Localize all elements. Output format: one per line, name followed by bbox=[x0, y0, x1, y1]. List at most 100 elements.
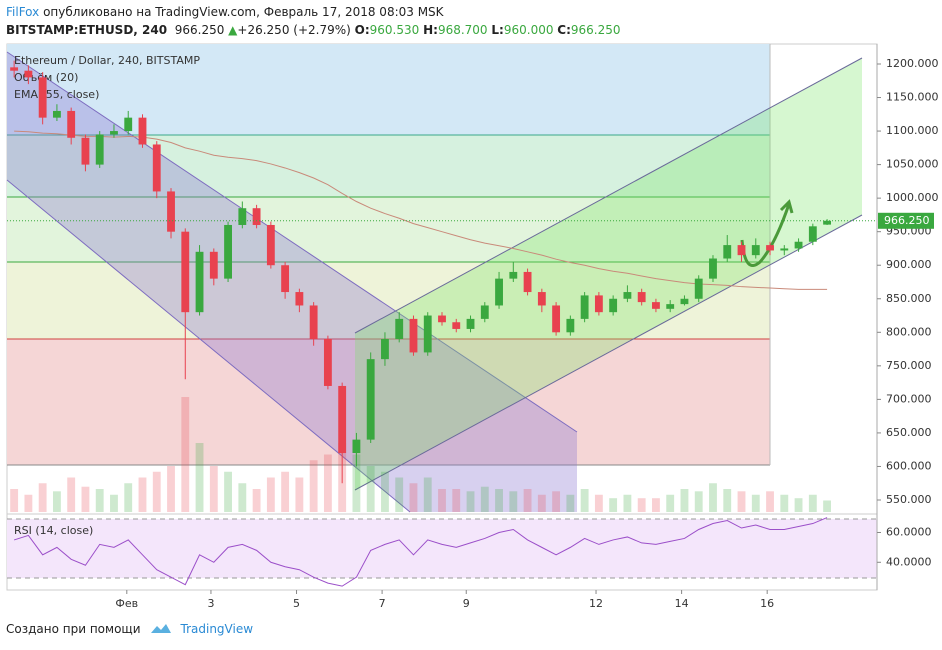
candle-body bbox=[124, 117, 133, 132]
x-tick-label: 7 bbox=[379, 597, 386, 610]
change: +26.250 (+2.79%) bbox=[237, 23, 351, 37]
volume-bar bbox=[295, 477, 304, 512]
y-tick-label: 900.000 bbox=[886, 258, 932, 271]
volume-bar bbox=[24, 494, 33, 512]
volume-bar bbox=[224, 471, 232, 512]
candle-body bbox=[209, 251, 218, 279]
volume-bar bbox=[680, 489, 689, 512]
candle-body bbox=[152, 144, 161, 192]
candle-body bbox=[10, 67, 19, 71]
volume-bar bbox=[466, 491, 475, 512]
candle-body bbox=[24, 70, 33, 78]
ohlc-label: L: bbox=[491, 23, 504, 37]
volume-bar bbox=[323, 454, 332, 512]
candle-body bbox=[794, 241, 803, 249]
candle-body bbox=[552, 305, 561, 333]
volume-bar bbox=[652, 498, 660, 512]
candle-body bbox=[580, 295, 589, 319]
candle-body bbox=[110, 131, 118, 135]
footer: Создано при помощи TradingView bbox=[6, 621, 253, 637]
candle-body bbox=[823, 220, 832, 225]
candle-body bbox=[666, 304, 675, 309]
candle-body bbox=[409, 318, 418, 353]
candle-body bbox=[138, 117, 147, 145]
candle-body bbox=[723, 245, 732, 259]
rsi-line bbox=[13, 517, 828, 587]
volume-bar bbox=[138, 477, 147, 512]
candle-body bbox=[252, 208, 261, 225]
candle-body bbox=[751, 245, 760, 256]
candle-body bbox=[523, 271, 532, 293]
candle-body bbox=[81, 137, 90, 165]
volume-bar bbox=[152, 471, 161, 512]
candle-body bbox=[466, 318, 475, 329]
candle-body bbox=[808, 226, 817, 242]
volume-bar bbox=[495, 489, 503, 512]
candle-body bbox=[566, 318, 575, 333]
volume-bar bbox=[823, 500, 832, 512]
candle-body bbox=[38, 77, 47, 118]
volume-bar bbox=[281, 471, 290, 512]
volume-bar bbox=[523, 489, 532, 512]
ohlc-value: 968.700 bbox=[437, 23, 488, 37]
candle-body bbox=[52, 110, 61, 118]
candle-body bbox=[737, 245, 746, 256]
ohlc-value: 966.250 bbox=[570, 23, 621, 37]
x-tick-label: Фев bbox=[115, 597, 138, 610]
candle-body bbox=[495, 278, 503, 306]
volume-bar bbox=[480, 486, 489, 512]
volume-bar bbox=[509, 491, 518, 512]
x-tick-label: 14 bbox=[675, 597, 689, 610]
y-tick-label: 60.0000 bbox=[886, 525, 932, 538]
channel-line bbox=[6, 179, 411, 513]
candle-body bbox=[381, 339, 389, 360]
ohlc-label: O: bbox=[354, 23, 370, 37]
y-tick-label: 1050.000 bbox=[886, 158, 939, 171]
volume-bar bbox=[438, 489, 446, 512]
y-tick-label: 600.000 bbox=[886, 459, 932, 472]
volume-bar bbox=[709, 483, 717, 512]
brand[interactable]: TradingView bbox=[180, 622, 254, 636]
candle-body bbox=[537, 292, 546, 306]
volume-bar bbox=[552, 491, 561, 512]
volume-bar bbox=[266, 477, 275, 512]
fib-zone bbox=[7, 44, 770, 135]
candle-body bbox=[509, 271, 518, 279]
candle-body bbox=[652, 302, 660, 309]
y-tick-label: 1150.000 bbox=[886, 91, 939, 104]
candle-body bbox=[452, 322, 461, 329]
last-price-tag bbox=[878, 212, 934, 229]
volume-bar bbox=[124, 483, 133, 512]
y-tick-label: 550.000 bbox=[886, 493, 932, 506]
y-tick-label: 650.000 bbox=[886, 426, 932, 439]
candle-body bbox=[709, 258, 717, 279]
volume-bar bbox=[366, 466, 375, 512]
candle-body bbox=[366, 359, 375, 440]
header: FilFox опубликовано на TradingView.com, … bbox=[6, 3, 621, 39]
candle-body bbox=[680, 298, 689, 305]
volume-bar bbox=[95, 489, 104, 512]
candle-body bbox=[323, 339, 332, 386]
ohlc-label: H: bbox=[423, 23, 438, 37]
candle-body bbox=[352, 439, 361, 454]
x-tick-label: 9 bbox=[463, 597, 470, 610]
author[interactable]: FilFox bbox=[6, 5, 40, 19]
volume-bar bbox=[723, 489, 732, 512]
candle-body bbox=[67, 110, 76, 138]
volume-bar bbox=[537, 494, 546, 512]
candle-body bbox=[238, 208, 247, 225]
forecast-arrow bbox=[740, 199, 794, 267]
candle-body bbox=[480, 305, 489, 319]
symbol: BITSTAMP:ETHUSD, 240 bbox=[6, 23, 168, 37]
candle-body bbox=[224, 224, 232, 279]
volume-bar bbox=[766, 491, 774, 512]
volume-bar bbox=[423, 477, 432, 512]
volume-bar bbox=[609, 498, 618, 512]
volume-bar bbox=[694, 491, 703, 512]
candle-body bbox=[766, 245, 774, 251]
volume-bar bbox=[666, 494, 675, 512]
symbol-line: BITSTAMP:ETHUSD, 240 966.250 ▲+26.250 (+… bbox=[6, 21, 621, 39]
x-tick-label: 16 bbox=[760, 597, 774, 610]
candle-body bbox=[266, 224, 275, 266]
volume-bar bbox=[52, 491, 61, 512]
